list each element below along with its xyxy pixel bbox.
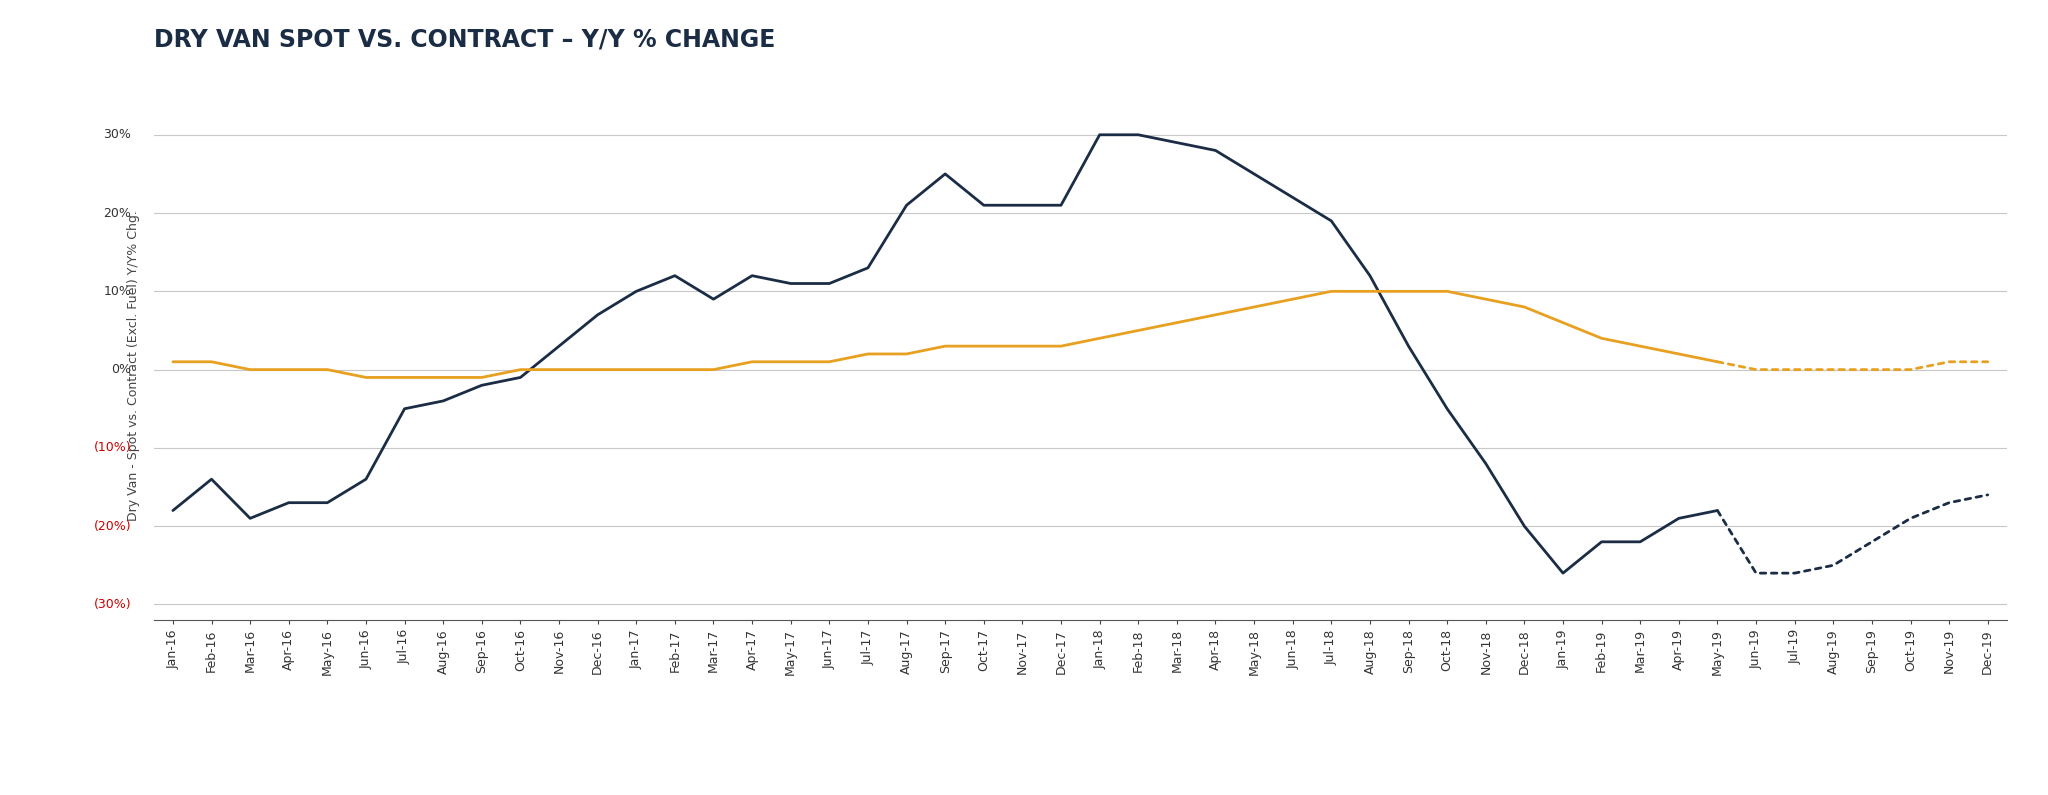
Y-axis label: Dry Van - Spot vs. Contract (Excl. Fuel) Y/Y% Chg.: Dry Van - Spot vs. Contract (Excl. Fuel)… <box>127 210 141 522</box>
Text: (20%): (20%) <box>94 520 131 533</box>
Text: DRY VAN SPOT VS. CONTRACT – Y/Y % CHANGE: DRY VAN SPOT VS. CONTRACT – Y/Y % CHANGE <box>154 28 774 52</box>
Text: 0%: 0% <box>111 363 131 376</box>
Text: (10%): (10%) <box>94 441 131 455</box>
Text: 20%: 20% <box>104 207 131 219</box>
Text: (30%): (30%) <box>94 598 131 611</box>
Text: 10%: 10% <box>104 285 131 298</box>
Text: 30%: 30% <box>104 128 131 142</box>
